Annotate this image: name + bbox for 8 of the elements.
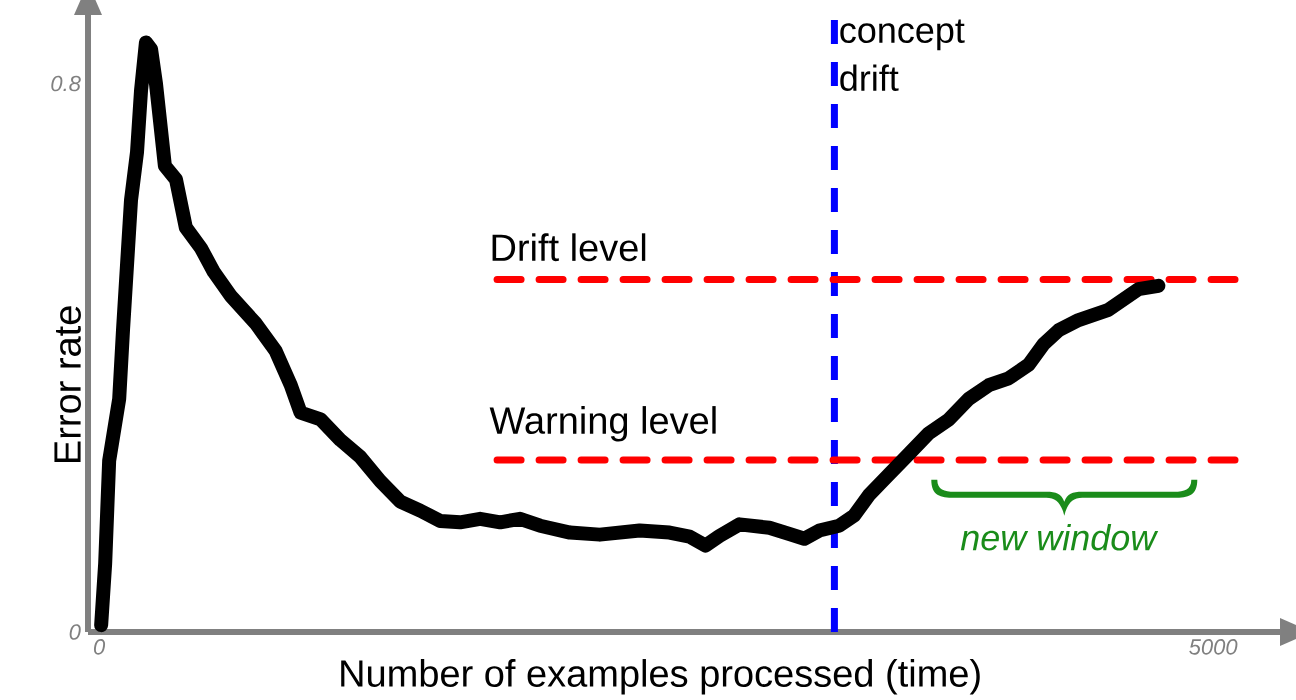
ref-line-label: concept drift: [840, 19, 965, 92]
y-axis-title: Error rate: [54, 306, 81, 462]
y-tick-label: 0.8: [51, 75, 81, 92]
annotation: Drift level: [492, 233, 646, 262]
x-axis-title: Number of examples processed (time): [341, 659, 980, 695]
annotation: Warning level: [489, 406, 716, 442]
x-tick-label: 5000: [1189, 639, 1238, 655]
annotation: new window: [960, 524, 1159, 551]
